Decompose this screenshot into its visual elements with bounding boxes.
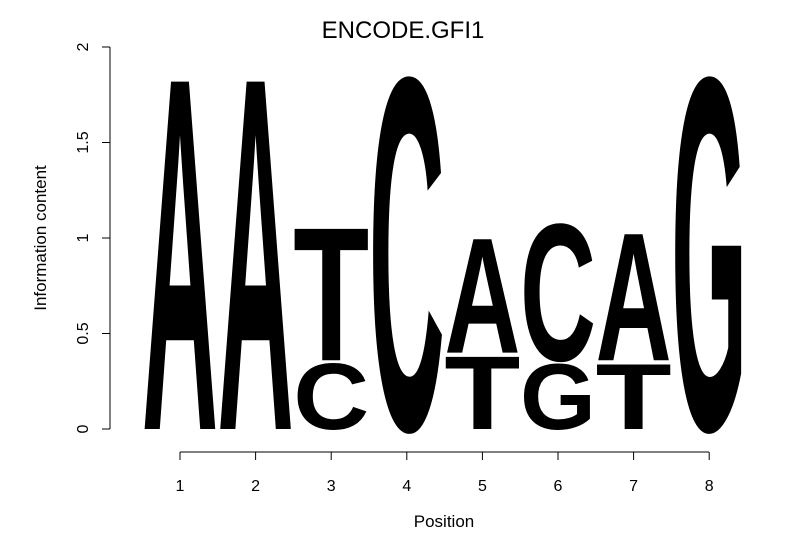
x-axis-title: Position bbox=[414, 512, 474, 531]
logo-letter-a: A bbox=[596, 195, 672, 400]
logo-letter-c: C bbox=[293, 345, 369, 450]
x-tick-label: 8 bbox=[705, 478, 714, 495]
y-tick-label: 1.5 bbox=[75, 131, 92, 153]
y-axis-title: Information content bbox=[31, 165, 50, 311]
y-axis: 0 0.5 1 1.5 2 bbox=[75, 42, 111, 433]
x-tick-label: 3 bbox=[327, 478, 336, 495]
logo-letter-t: T bbox=[596, 344, 672, 449]
logo-letter-t: T bbox=[444, 335, 520, 452]
logo-letter-a: A bbox=[444, 205, 520, 389]
y-tick-label: 2 bbox=[75, 42, 92, 51]
logo-letter-c: C bbox=[369, 0, 445, 537]
logo-letter-c: C bbox=[520, 183, 596, 402]
chart-title: ENCODE.GFI1 bbox=[322, 17, 485, 44]
logo-letter-a: A bbox=[218, 0, 294, 537]
x-tick-label: 6 bbox=[554, 478, 563, 495]
x-tick-label: 1 bbox=[176, 478, 185, 495]
logo-letter-g: G bbox=[520, 345, 596, 450]
x-tick-label: 2 bbox=[251, 478, 260, 495]
y-tick-label: 0.5 bbox=[75, 322, 92, 344]
y-tick-label: 0 bbox=[75, 424, 92, 433]
logo-letter-t: T bbox=[293, 188, 369, 401]
y-tick-label: 1 bbox=[75, 233, 92, 242]
x-axis: 1 2 3 4 5 6 7 8 bbox=[176, 451, 714, 495]
x-tick-label: 5 bbox=[478, 478, 487, 495]
logo-letter-a: A bbox=[142, 0, 218, 537]
x-tick-label: 4 bbox=[402, 478, 411, 495]
x-tick-label: 7 bbox=[629, 478, 638, 495]
logo-letter-g: G bbox=[671, 0, 747, 537]
